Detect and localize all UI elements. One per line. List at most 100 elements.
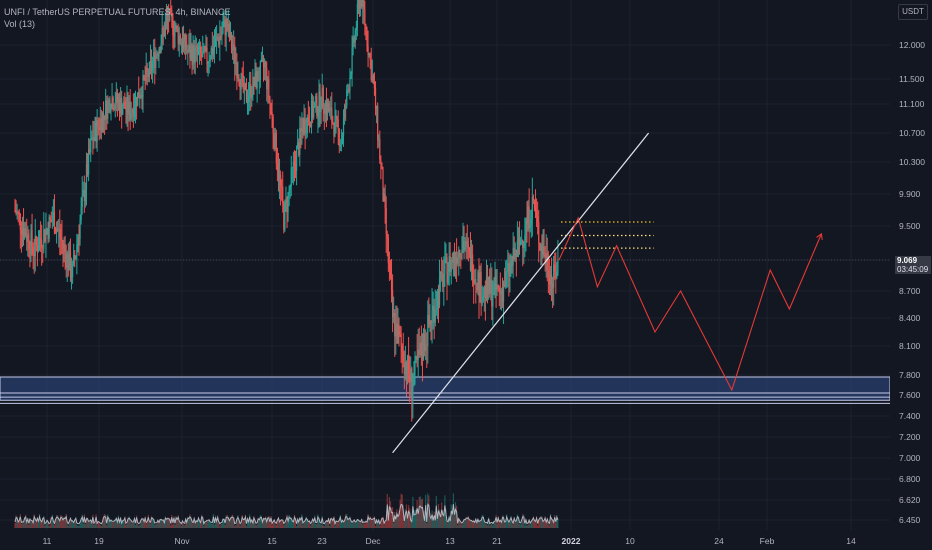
candle-body bbox=[342, 118, 345, 136]
candle-body bbox=[492, 294, 494, 307]
candle-body bbox=[369, 53, 371, 60]
volume-bar bbox=[161, 519, 163, 528]
candle-body bbox=[69, 251, 72, 277]
candle-body bbox=[318, 91, 320, 112]
volume-bar bbox=[220, 524, 222, 528]
candle-body bbox=[383, 194, 385, 201]
candle-body bbox=[322, 87, 324, 108]
candle-body bbox=[474, 279, 476, 284]
last-price-label: 9.069 03:45:09 bbox=[895, 256, 931, 274]
volume-bar bbox=[159, 518, 161, 528]
volume-bar bbox=[50, 516, 52, 528]
candle-body bbox=[68, 251, 70, 270]
volume-bar bbox=[147, 514, 149, 528]
candle-body bbox=[285, 199, 287, 203]
volume-bar bbox=[419, 496, 421, 528]
volume-bar bbox=[100, 525, 102, 528]
volume-bar bbox=[411, 522, 413, 528]
volume-bar bbox=[332, 520, 334, 528]
candle-body bbox=[411, 368, 413, 400]
volume-bar bbox=[378, 519, 380, 528]
time-tick-label: 19 bbox=[94, 536, 104, 546]
price-tick-label: 10.300 bbox=[899, 157, 925, 167]
candle-body bbox=[296, 148, 298, 171]
volume-bar bbox=[501, 515, 504, 528]
volume-bar bbox=[21, 522, 24, 528]
currency-button[interactable]: USDT bbox=[898, 4, 928, 20]
volume-bar bbox=[302, 524, 304, 528]
volume-bar bbox=[530, 521, 532, 528]
volume-bars bbox=[14, 493, 559, 528]
candle-body bbox=[379, 139, 381, 160]
volume-bar bbox=[258, 519, 260, 528]
volume-bar bbox=[340, 523, 342, 528]
candle-body bbox=[176, 25, 178, 29]
volume-bar bbox=[433, 511, 435, 528]
candle-body bbox=[267, 79, 269, 90]
candle-body bbox=[453, 252, 456, 262]
volume-bar bbox=[500, 523, 502, 528]
volume-bar bbox=[366, 523, 368, 528]
volume-bar bbox=[528, 519, 530, 528]
candle-body bbox=[165, 18, 168, 24]
candle-body bbox=[143, 75, 145, 79]
volume-bar bbox=[392, 507, 394, 528]
candle-body bbox=[410, 368, 412, 383]
candle-body bbox=[346, 90, 348, 107]
candle-body bbox=[122, 108, 124, 115]
candle-body bbox=[70, 276, 73, 278]
volume-bar bbox=[525, 519, 527, 528]
candle-body bbox=[43, 229, 45, 249]
volume-bar bbox=[28, 524, 30, 528]
candle-body bbox=[291, 167, 293, 169]
candle-body bbox=[51, 221, 53, 223]
candle-body bbox=[434, 310, 436, 323]
candle-body bbox=[444, 259, 446, 275]
volume-bar bbox=[81, 514, 83, 528]
candle-body bbox=[84, 189, 86, 202]
volume-bar bbox=[347, 518, 349, 528]
volume-bar bbox=[96, 525, 98, 528]
candle-body bbox=[364, 9, 366, 26]
volume-bar bbox=[227, 516, 229, 528]
candle-body bbox=[427, 315, 429, 346]
symbol-title[interactable]: UNFI / TetherUS PERPETUAL FUTURES, 4h, B… bbox=[4, 7, 231, 17]
volume-bar bbox=[238, 519, 240, 528]
candle-body bbox=[107, 101, 109, 119]
candle-body bbox=[460, 256, 462, 259]
volume-bar bbox=[83, 514, 85, 528]
candle-body bbox=[210, 48, 212, 60]
volume-bar bbox=[264, 518, 266, 528]
volume-bar bbox=[84, 524, 86, 528]
volume-bar bbox=[309, 525, 312, 528]
volume-bar bbox=[249, 514, 251, 528]
candle-body bbox=[400, 334, 402, 346]
candle-body bbox=[550, 274, 553, 284]
volume-bar bbox=[553, 523, 555, 528]
candle-body bbox=[310, 101, 313, 127]
candle-body bbox=[147, 72, 149, 78]
volume-bar bbox=[509, 520, 511, 528]
volume-bar bbox=[418, 496, 420, 528]
volume-bar bbox=[549, 514, 552, 528]
volume-bar bbox=[226, 514, 228, 528]
volume-bar bbox=[322, 525, 324, 528]
candle-body bbox=[507, 263, 509, 272]
volume-bar bbox=[344, 520, 346, 528]
volume-bar bbox=[329, 525, 331, 528]
candle-body bbox=[282, 186, 284, 204]
volume-bar bbox=[353, 519, 355, 528]
candle-body bbox=[454, 257, 457, 262]
volume-bar bbox=[240, 523, 242, 528]
candle-body bbox=[206, 47, 208, 64]
candle-body bbox=[97, 120, 99, 127]
volume-indicator-label[interactable]: Vol (13) bbox=[4, 19, 36, 29]
volume-bar bbox=[267, 516, 269, 528]
volume-bar bbox=[225, 515, 227, 528]
candle-body bbox=[42, 247, 44, 249]
candle-body bbox=[131, 109, 133, 113]
volume-bar bbox=[62, 519, 64, 528]
time-axis[interactable]: 11 19 Nov 15 23 Dec 13 21 2022 10 24 Feb 14 bbox=[0, 530, 932, 550]
volume-bar bbox=[379, 525, 381, 528]
